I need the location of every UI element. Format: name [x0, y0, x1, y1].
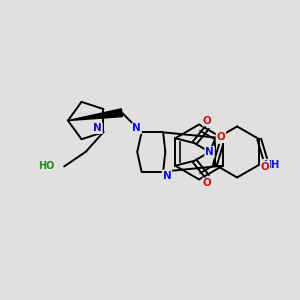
Text: N: N — [205, 147, 214, 157]
Text: N: N — [93, 123, 102, 133]
Text: NH: NH — [263, 160, 279, 170]
Text: O: O — [217, 132, 225, 142]
Text: O: O — [203, 178, 212, 188]
Text: N: N — [163, 170, 172, 181]
Text: O: O — [203, 116, 212, 126]
Text: N: N — [132, 123, 141, 134]
Polygon shape — [68, 109, 122, 121]
Text: HO: HO — [38, 161, 54, 171]
Text: O: O — [261, 162, 269, 172]
